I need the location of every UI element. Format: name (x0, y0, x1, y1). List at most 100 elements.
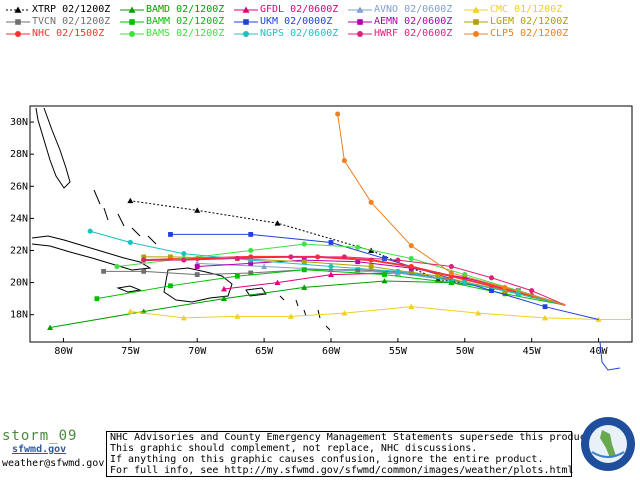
legend-label: UKM 02/0000Z (260, 16, 333, 27)
track-point (168, 232, 173, 237)
legend-marker (128, 6, 136, 13)
track-point (301, 241, 307, 247)
legend-marker (357, 31, 363, 37)
track-point (515, 291, 521, 297)
track-point (395, 257, 401, 263)
track-point (127, 197, 134, 204)
legend-label: BAMM 02/1200Z (146, 16, 225, 27)
track-point (328, 240, 334, 245)
track-point (301, 284, 308, 290)
track-line (130, 306, 632, 321)
track-point (448, 263, 454, 270)
legend-marker (129, 19, 135, 25)
track-point (489, 288, 494, 294)
legend-label: LGEM 02/1200Z (490, 16, 569, 27)
track-point (194, 264, 200, 269)
track-point (168, 283, 173, 289)
x-tick-label: 80W (54, 346, 73, 357)
track-hwrf (141, 254, 566, 306)
track-point (408, 303, 415, 310)
track-point (248, 247, 254, 254)
track-point (542, 314, 549, 321)
logo: storm_09 sfwmd.gov weather@sfwmd.gov (2, 428, 105, 472)
track-point (368, 199, 374, 205)
track-point (435, 273, 441, 279)
logo-site[interactable]: sfwmd.gov (12, 444, 67, 455)
legend-label: CMC 01/1200Z (490, 4, 563, 15)
disclaimer-line-2: This graphic should complement, not repl… (110, 443, 478, 454)
track-point (502, 291, 508, 297)
track-point (248, 260, 254, 266)
track-point (234, 273, 240, 279)
track-point (180, 314, 187, 321)
track-point (355, 267, 361, 273)
track-point (462, 280, 468, 286)
track-point (94, 296, 100, 302)
logo-name: storm_09 (2, 428, 78, 444)
track-point (335, 111, 341, 117)
legend-label: CLP5 02/1200Z (490, 28, 569, 39)
track-point (287, 313, 294, 319)
track-point (475, 310, 482, 316)
track-point (87, 228, 93, 234)
legend-marker (356, 6, 364, 13)
legend-marker (14, 6, 22, 13)
track-point (141, 257, 147, 263)
track-point (274, 220, 281, 226)
track-point (47, 324, 54, 330)
axes: 80W 75W 70W 65W 60W 55W 50W 45W 40W 18N 20N 22N 24N 2… (10, 117, 609, 357)
plot-frame (29, 105, 633, 343)
y-tick-label: 26N (10, 181, 28, 192)
legend-marker (357, 19, 363, 25)
y-tick-label: 20N (10, 278, 28, 289)
track-point (408, 263, 414, 270)
legend-label: XTRP 02/1200Z (32, 4, 111, 15)
legend-marker (473, 19, 479, 25)
legend-label: HWRF 02/0600Z (374, 28, 453, 39)
legend: XTRP 02/1200Z BAMD 02/1200Z GFDL 02/0600Z A… (0, 0, 640, 40)
track-point (408, 243, 414, 249)
legend-label: NHC 02/1500Z (32, 28, 105, 39)
track-point (529, 288, 535, 294)
track-point (301, 267, 307, 273)
track-point (248, 270, 254, 276)
track-point (101, 268, 106, 274)
ukm-track-extension (599, 341, 621, 371)
x-tick-label: 45W (523, 346, 542, 357)
track-point (274, 279, 281, 285)
track-point (395, 268, 401, 274)
track-point (168, 254, 173, 260)
model-tracks (47, 111, 632, 330)
legend-label: GFDL 02/0600Z (260, 4, 339, 15)
y-tick-label: 24N (10, 213, 28, 224)
track-point (234, 313, 241, 319)
x-tick-label: 50W (456, 346, 475, 357)
track-point (194, 207, 201, 213)
track-point (141, 268, 147, 274)
x-tick-label: 65W (255, 346, 274, 357)
track-point (382, 272, 387, 277)
legend-marker (242, 6, 250, 13)
track-point (408, 255, 414, 262)
y-tick-label: 22N (10, 245, 28, 256)
track-point (341, 254, 347, 260)
track-point (248, 232, 254, 237)
y-tick-label: 18N (10, 310, 28, 321)
track-line (143, 256, 566, 306)
x-tick-label: 70W (188, 346, 207, 357)
track-point (181, 251, 187, 257)
track-point (288, 254, 294, 260)
track-ngps (87, 228, 566, 306)
track-clp5 (335, 111, 566, 306)
legend-label: TVCN 02/1200Z (32, 16, 111, 27)
disclaimer-line-4[interactable]: For full info, see http://my.sfwmd.gov/s… (110, 465, 574, 476)
x-tick-label: 55W (389, 346, 408, 357)
track-point (448, 270, 454, 276)
logo-email[interactable]: weather@sfwmd.gov (2, 458, 105, 469)
legend-label: AEMN 02/0600Z (374, 16, 453, 27)
legend-marker (243, 31, 249, 37)
track-point (220, 295, 227, 302)
track-point (542, 304, 548, 310)
y-tick-label: 30N (10, 117, 28, 128)
x-tick-label: 40W (590, 346, 609, 357)
